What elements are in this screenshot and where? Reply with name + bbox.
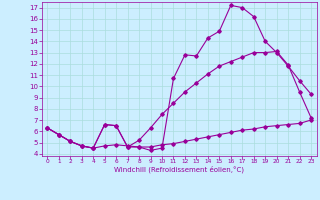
X-axis label: Windchill (Refroidissement éolien,°C): Windchill (Refroidissement éolien,°C) — [114, 166, 244, 173]
